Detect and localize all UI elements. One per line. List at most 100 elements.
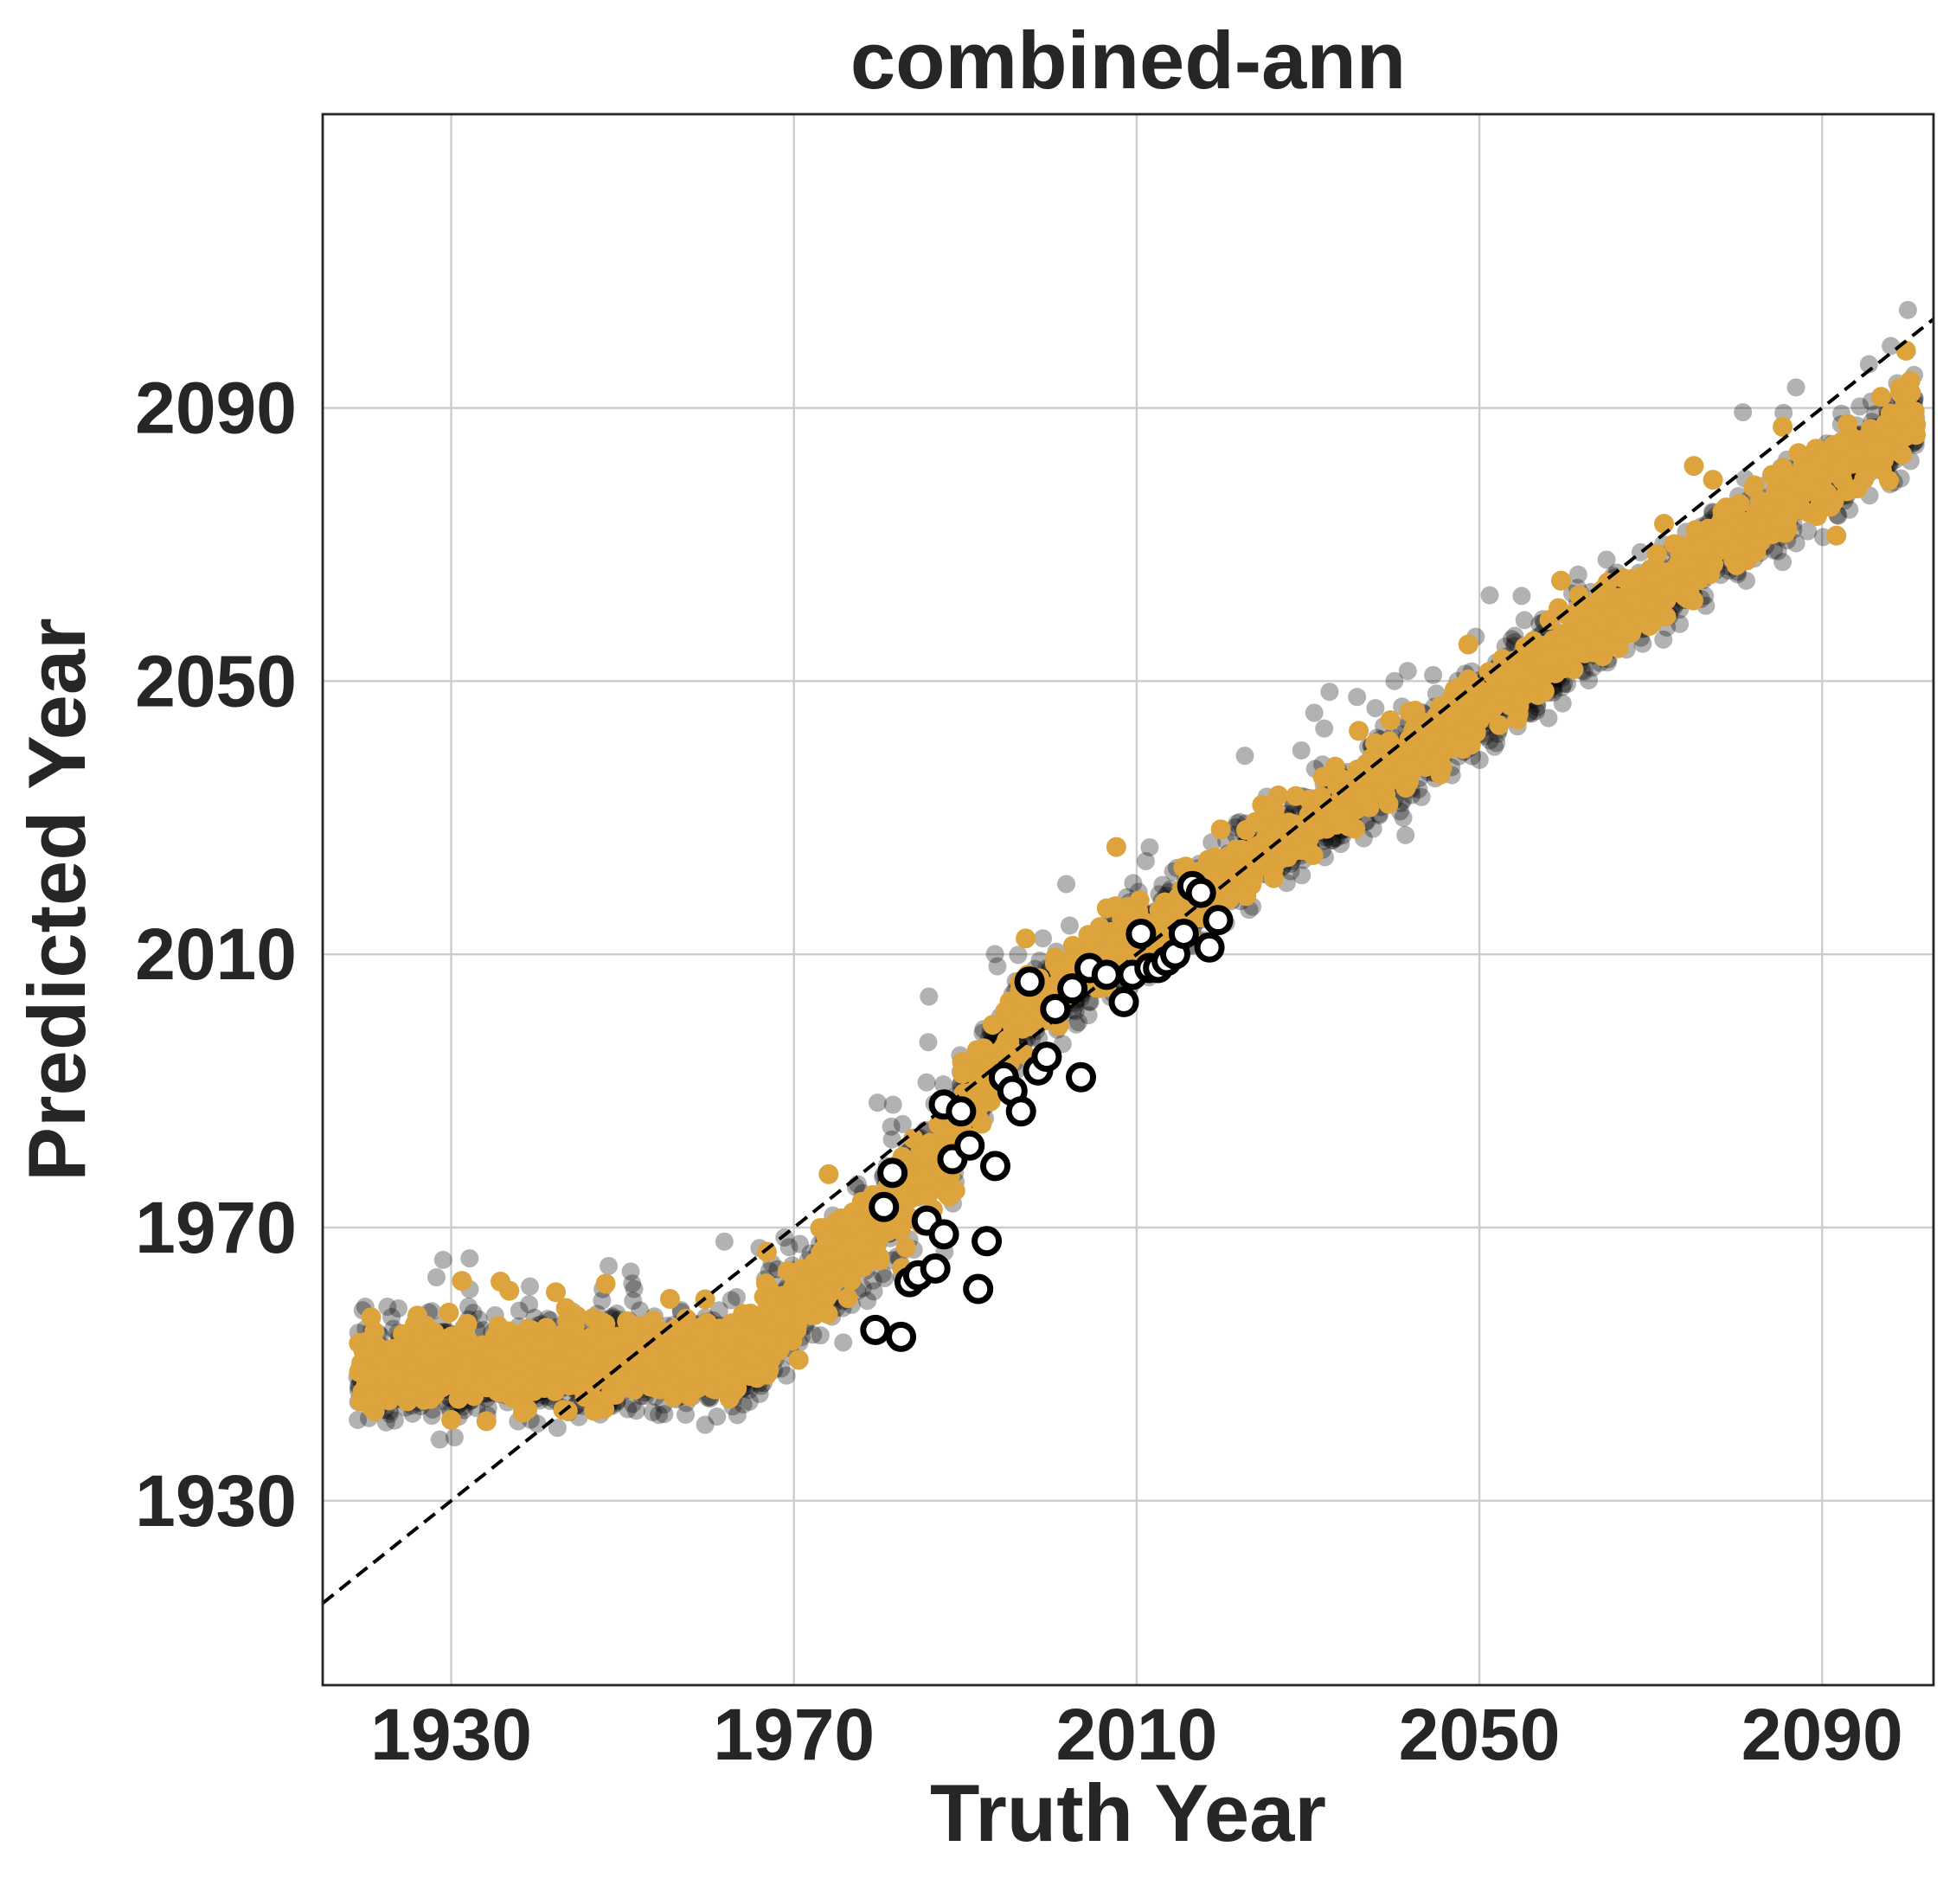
orange-point	[672, 1343, 692, 1363]
gray-point	[988, 957, 1006, 975]
gray-point	[811, 1326, 830, 1344]
gray-point	[1348, 688, 1366, 706]
gray-point	[521, 1278, 539, 1296]
orange-point	[1896, 341, 1916, 361]
orange-point	[1671, 536, 1690, 556]
gray-point	[1292, 741, 1311, 760]
orange-point	[1830, 433, 1850, 453]
orange-point	[1832, 461, 1852, 481]
gray-point	[1734, 403, 1752, 421]
gray-point	[1137, 852, 1155, 870]
gray-point	[1315, 720, 1333, 738]
gray-point	[1399, 662, 1417, 680]
orange-point	[1892, 406, 1912, 426]
gray-point	[382, 1308, 401, 1326]
orange-point	[1679, 583, 1699, 603]
orange-point	[1683, 456, 1703, 476]
orange-point	[1540, 646, 1560, 666]
orange-point	[1879, 471, 1899, 490]
orange-point	[638, 1349, 658, 1369]
orange-point	[693, 1336, 713, 1356]
orange-point	[1211, 819, 1231, 839]
gray-point	[728, 1288, 746, 1306]
orange-point	[362, 1387, 382, 1407]
orange-point	[615, 1375, 635, 1395]
orange-point	[1583, 604, 1603, 624]
orange-point	[475, 1376, 495, 1396]
orange-point	[1727, 555, 1747, 575]
orange-point	[1106, 837, 1126, 857]
gray-point	[918, 1074, 936, 1092]
orange-point	[1264, 869, 1284, 888]
orange-point	[477, 1411, 497, 1431]
gray-point	[1366, 699, 1384, 717]
orange-point	[1510, 687, 1530, 707]
orange-point	[818, 1229, 837, 1249]
orange-point	[1400, 702, 1420, 721]
orange-point	[940, 1187, 959, 1207]
orange-point	[520, 1364, 540, 1384]
orange-point	[1788, 443, 1808, 463]
gray-point	[1481, 587, 1499, 605]
gray-point	[791, 1235, 809, 1253]
orange-point	[1731, 519, 1751, 539]
orange-point	[1570, 641, 1590, 661]
gray-point	[1424, 666, 1442, 684]
gray-point	[446, 1428, 464, 1446]
gray-point	[1554, 695, 1572, 713]
gray-point	[427, 1268, 446, 1286]
orange-point	[387, 1369, 407, 1388]
orange-point	[420, 1377, 440, 1397]
orange-point	[1640, 596, 1660, 616]
gray-point	[1773, 553, 1792, 571]
orange-point	[1871, 387, 1891, 407]
orange-point	[1642, 568, 1662, 588]
gray-point	[1396, 826, 1414, 844]
orange-point	[499, 1281, 519, 1301]
gray-point	[623, 1274, 641, 1292]
gray-point	[1235, 747, 1254, 765]
orange-point	[1466, 677, 1486, 697]
gray-point	[1057, 875, 1075, 893]
orange-point	[1079, 925, 1099, 945]
orange-point	[846, 1212, 866, 1232]
gray-point	[1485, 738, 1504, 756]
orange-point	[983, 1015, 1003, 1035]
orange-point	[660, 1289, 680, 1309]
orange-point	[747, 1330, 767, 1349]
orange-point	[1509, 704, 1529, 724]
gray-point	[1899, 301, 1917, 319]
gray-point	[644, 1403, 662, 1421]
orange-point	[1286, 786, 1305, 806]
orange-point	[854, 1257, 874, 1277]
gray-point	[919, 1033, 937, 1051]
orange-point	[745, 1350, 765, 1370]
orange-point	[584, 1401, 604, 1420]
orange-point	[1100, 934, 1120, 954]
orange-point	[714, 1371, 734, 1391]
orange-point	[496, 1346, 516, 1366]
orange-point	[1848, 478, 1868, 498]
orange-point	[1365, 734, 1385, 753]
orange-point	[1381, 710, 1401, 730]
orange-point	[562, 1344, 582, 1364]
orange-point	[452, 1271, 471, 1291]
orange-point	[822, 1267, 842, 1287]
orange-point	[896, 1237, 916, 1257]
gray-point	[708, 1407, 726, 1426]
orange-point	[770, 1305, 790, 1324]
orange-point	[1659, 562, 1679, 582]
gray-point	[778, 1367, 796, 1385]
gray-point	[1331, 835, 1350, 853]
orange-point	[1259, 802, 1279, 822]
gray-point	[460, 1249, 478, 1267]
orange-point	[545, 1382, 565, 1401]
orange-point	[364, 1322, 384, 1342]
gray-point	[1598, 550, 1616, 568]
orange-point	[1424, 753, 1444, 773]
orange-point	[952, 1064, 972, 1084]
orange-point	[368, 1350, 388, 1370]
orange-point	[1509, 663, 1529, 683]
orange-point	[1308, 820, 1328, 840]
